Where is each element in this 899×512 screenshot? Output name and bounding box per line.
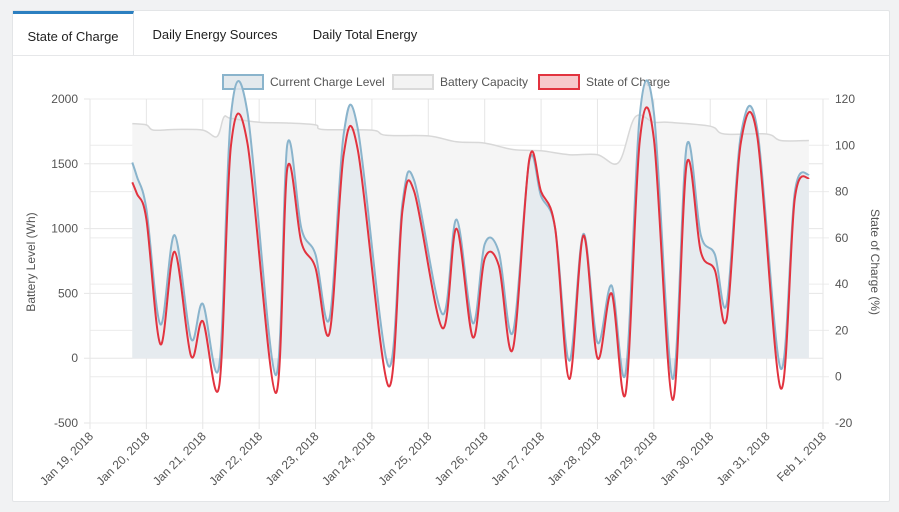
series-line-state-of-charge [131,106,810,401]
x-tick-label: Jan 28, 2018 [545,429,604,488]
series-line-battery-capacity [132,114,809,165]
x-tick-label: Feb 1, 2018 [774,429,829,484]
y-right-tick-label: 20 [835,323,849,337]
y-right-tick-label: 80 [835,185,849,199]
legend-label-current-charge[interactable]: Current Charge Level [270,75,385,89]
y-right-tick-label: -20 [835,416,853,430]
y-left-tick-label: 2000 [51,92,78,106]
tab-daily-energy-sources[interactable]: Daily Energy Sources [152,27,278,42]
y-left-tick-label: -500 [54,416,78,430]
y-right-tick-label: 120 [835,92,855,106]
x-tick-label: Jan 19, 2018 [37,429,96,488]
series-areas [132,80,809,380]
y-right-tick-label: 0 [835,370,842,384]
x-tick-label: Jan 26, 2018 [432,429,491,488]
y-right-axis-title: State of Charge (%) [868,209,882,315]
legend-label-battery-capacity[interactable]: Battery Capacity [440,75,528,89]
y-right-tick-label: 60 [835,231,849,245]
y-left-tick-label: 500 [58,286,78,300]
x-tick-label: Jan 22, 2018 [206,429,265,488]
y-left-tick-label: 0 [71,351,78,365]
series-area-current-charge [132,80,809,380]
y-left-axis-title: Battery Level (Wh) [24,212,38,311]
series-line-current-charge [131,79,810,380]
x-tick-label: Jan 27, 2018 [488,429,547,488]
x-tick-label: Jan 25, 2018 [375,429,434,488]
legend-label-state-of-charge[interactable]: State of Charge [586,75,670,89]
x-tick-label: Jan 21, 2018 [150,429,209,488]
x-tick-label: Jan 31, 2018 [714,429,773,488]
legend-swatch-battery-capacity[interactable] [392,74,434,90]
x-tick-label: Jan 20, 2018 [94,429,153,488]
x-tick-label: Jan 24, 2018 [319,429,378,488]
legend-swatch-state-of-charge[interactable] [538,74,580,90]
x-tick-label: Jan 29, 2018 [601,429,660,488]
y-left-tick-label: 1500 [51,157,78,171]
y-left-tick-label: 1000 [51,222,78,236]
state-of-charge-chart: Current Charge Level Battery Capacity St… [24,74,882,488]
y-right-tick-label: 40 [835,277,849,291]
x-tick-label: Jan 30, 2018 [657,429,716,488]
tab-daily-total-energy[interactable]: Daily Total Energy [312,27,418,42]
tab-state-of-charge[interactable]: State of Charge [13,11,134,55]
series-lines [131,79,810,401]
y-right-tick-label: 100 [835,138,855,152]
tab-bar: State of Charge Daily Energy Sources Dai… [13,11,889,56]
x-tick-label: Jan 23, 2018 [263,429,322,488]
chart-legend: Current Charge Level Battery Capacity St… [222,74,670,90]
chart-card: State of Charge Daily Energy Sources Dai… [12,10,890,502]
